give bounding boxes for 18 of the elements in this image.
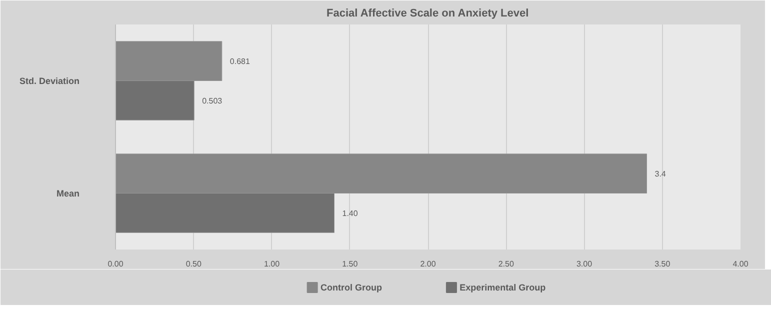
x-tick-label: 2.00 [420, 260, 436, 268]
data-label: 1.40 [342, 208, 358, 218]
y-tick-label: Mean [56, 188, 80, 198]
x-tick-label: 0.00 [108, 260, 124, 268]
x-tick-label: 2.50 [498, 260, 514, 268]
legend-label: Experimental Group [460, 282, 546, 292]
legend-label: Control Group [320, 282, 383, 292]
data-label: 3.4 [654, 170, 666, 179]
x-tick-label: 1.00 [264, 260, 280, 268]
chart-title: Facial Affective Scale on Anxiety Level [326, 8, 529, 20]
data-label: 0.681 [230, 57, 250, 66]
data-label: 0.503 [202, 96, 223, 106]
x-tick-label: 3.50 [654, 260, 671, 268]
x-tick-label: 4.00 [732, 260, 749, 268]
x-tick-label: 1.50 [342, 260, 358, 268]
y-tick-label: Std. Deviation [19, 76, 80, 86]
x-tick-label: 0.50 [186, 260, 202, 268]
x-tick-label: 3.00 [576, 260, 593, 268]
